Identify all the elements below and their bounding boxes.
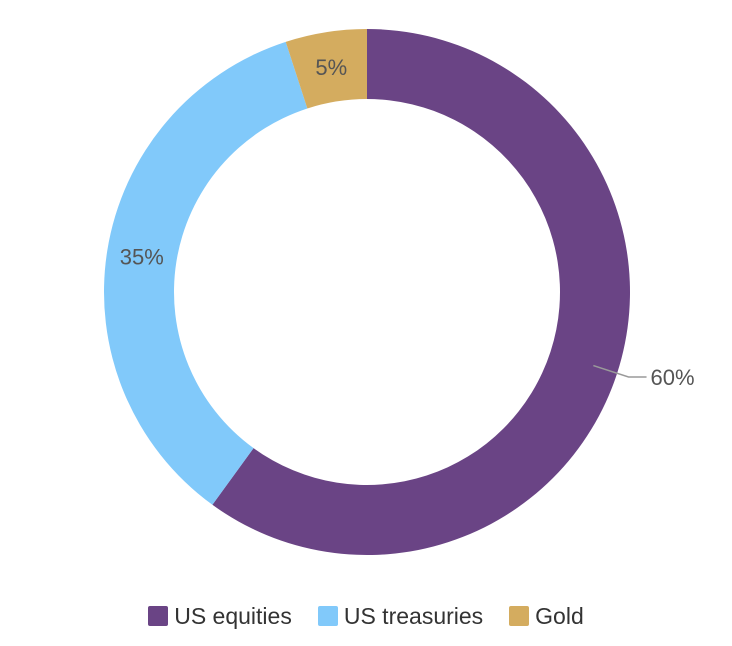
labels-group: 60% 35% 5% bbox=[120, 55, 695, 390]
legend-swatch-us-equities bbox=[148, 606, 169, 626]
legend-swatch-us-treasuries bbox=[317, 606, 338, 626]
slice-label-us-treasuries: 35% bbox=[120, 244, 164, 269]
legend-label-gold: Gold bbox=[535, 602, 584, 629]
slice-label-us-equities: 60% bbox=[651, 365, 695, 390]
slices-group bbox=[104, 29, 631, 556]
legend-item-us-equities[interactable]: US equities bbox=[148, 603, 292, 630]
legend-item-gold[interactable]: Gold bbox=[509, 603, 584, 630]
slice-label-gold: 5% bbox=[315, 55, 347, 80]
legend: US equities US treasuries Gold bbox=[0, 598, 732, 634]
legend-label-us-equities: US equities bbox=[174, 602, 292, 629]
legend-label-us-treasuries: US treasuries bbox=[343, 602, 484, 629]
slice-gold[interactable] bbox=[285, 29, 367, 109]
legend-swatch-gold bbox=[509, 606, 530, 626]
legend-item-us-treasuries[interactable]: US treasuries bbox=[317, 602, 484, 630]
leader-line-us-equities bbox=[593, 364, 647, 378]
slice-us-treasuries[interactable] bbox=[104, 41, 308, 505]
slice-us-equities[interactable] bbox=[212, 29, 631, 556]
